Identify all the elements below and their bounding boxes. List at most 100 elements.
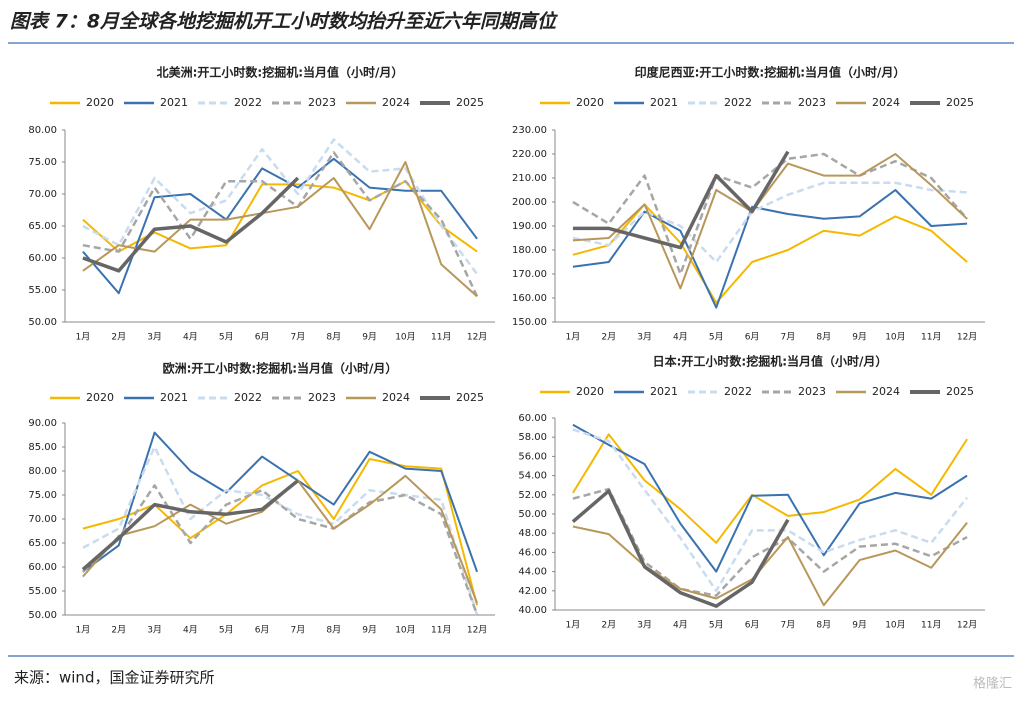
chart-title: 印度尼西亚:开工小时数:挖掘机:当月值（小时/月）	[635, 65, 906, 80]
y-tick-label: 75.00	[28, 490, 57, 501]
x-tick-label: 10月	[885, 332, 905, 343]
x-tick-label: 6月	[255, 332, 270, 343]
legend-label: 2025	[946, 385, 974, 398]
series-line	[572, 189, 968, 309]
x-tick-label: 10月	[885, 620, 905, 631]
legend-label: 2022	[724, 385, 752, 398]
x-tick-label: 1月	[76, 625, 91, 636]
x-tick-label: 4月	[673, 332, 688, 343]
x-tick-label: 5月	[709, 620, 724, 631]
legend-label: 2025	[456, 391, 484, 404]
x-tick-label: 3月	[637, 332, 652, 343]
y-tick-label: 50.00	[28, 317, 57, 328]
x-tick-label: 8月	[816, 620, 831, 631]
y-tick-label: 190.00	[512, 221, 547, 232]
y-tick-label: 52.00	[518, 490, 547, 501]
y-tick-label: 70.00	[28, 189, 57, 200]
x-tick-label: 1月	[566, 620, 581, 631]
legend-label: 2023	[308, 96, 336, 109]
x-tick-label: 5月	[709, 332, 724, 343]
series-line	[572, 181, 968, 264]
chart-title: 日本:开工小时数:挖掘机:当月值（小时/月）	[653, 354, 888, 369]
x-tick-label: 7月	[291, 625, 306, 636]
y-tick-label: 60.00	[28, 253, 57, 264]
series-line	[82, 157, 478, 295]
x-tick-label: 4月	[673, 620, 688, 631]
y-tick-label: 65.00	[28, 221, 57, 232]
series-line	[81, 479, 300, 571]
y-tick-label: 46.00	[518, 547, 547, 558]
y-tick-label: 50.00	[28, 610, 57, 621]
x-tick-label: 11月	[921, 332, 941, 343]
series-line	[82, 151, 479, 297]
y-tick-label: 50.00	[518, 509, 547, 520]
y-tick-label: 170.00	[512, 269, 547, 280]
legend-label: 2024	[382, 391, 410, 404]
series-line	[572, 203, 968, 304]
chart-title: 北美洲:开工小时数:挖掘机:当月值（小时/月）	[157, 65, 404, 80]
x-tick-label: 3月	[147, 625, 162, 636]
x-tick-label: 9月	[362, 625, 377, 636]
x-tick-label: 9月	[852, 332, 867, 343]
y-tick-label: 42.00	[518, 586, 547, 597]
x-tick-label: 11月	[431, 332, 451, 343]
y-tick-label: 150.00	[512, 317, 547, 328]
y-tick-label: 56.00	[518, 451, 547, 462]
y-tick-label: 200.00	[512, 197, 547, 208]
x-tick-label: 3月	[147, 332, 162, 343]
x-tick-label: 10月	[395, 625, 415, 636]
watermark: 格隆汇	[973, 676, 1012, 692]
x-tick-label: 11月	[431, 625, 451, 636]
x-tick-label: 12月	[467, 332, 487, 343]
legend-label: 2021	[650, 96, 678, 109]
x-tick-label: 11月	[921, 620, 941, 631]
legend-label: 2021	[650, 385, 678, 398]
y-tick-label: 55.00	[28, 586, 57, 597]
series-line	[82, 161, 478, 298]
chart-title: 欧洲:开工小时数:挖掘机:当月值（小时/月）	[163, 361, 398, 376]
y-tick-label: 75.00	[28, 157, 57, 168]
series-line	[571, 489, 790, 608]
x-tick-label: 2月	[601, 332, 616, 343]
x-tick-label: 2月	[111, 625, 126, 636]
x-tick-label: 12月	[467, 625, 487, 636]
y-tick-label: 160.00	[512, 293, 547, 304]
y-tick-label: 58.00	[518, 432, 547, 443]
x-tick-label: 9月	[362, 332, 377, 343]
x-tick-label: 10月	[395, 332, 415, 343]
x-tick-label: 8月	[326, 625, 341, 636]
x-tick-label: 2月	[111, 332, 126, 343]
y-tick-label: 44.00	[518, 567, 547, 578]
series-line	[572, 487, 968, 597]
x-tick-label: 7月	[781, 620, 796, 631]
series-line	[82, 484, 479, 616]
legend-label: 2023	[798, 96, 826, 109]
y-tick-label: 85.00	[28, 442, 57, 453]
x-tick-label: 3月	[637, 620, 652, 631]
legend-label: 2020	[576, 385, 604, 398]
y-tick-label: 90.00	[28, 418, 57, 429]
legend-label: 2025	[946, 96, 974, 109]
x-tick-label: 4月	[183, 332, 198, 343]
y-tick-label: 55.00	[28, 285, 57, 296]
legend-label: 2025	[456, 96, 484, 109]
y-tick-label: 54.00	[518, 471, 547, 482]
series-line	[572, 428, 969, 593]
legend-label: 2022	[234, 96, 262, 109]
legend-label: 2023	[308, 391, 336, 404]
x-tick-label: 1月	[76, 332, 91, 343]
y-tick-label: 60.00	[28, 562, 57, 573]
y-tick-label: 80.00	[28, 125, 57, 136]
y-tick-label: 210.00	[512, 173, 547, 184]
x-tick-label: 2月	[601, 620, 616, 631]
x-tick-label: 6月	[255, 625, 270, 636]
series-line	[572, 423, 968, 573]
x-tick-label: 5月	[219, 625, 234, 636]
series-line	[82, 445, 479, 616]
series-line	[572, 152, 969, 276]
legend-label: 2020	[86, 96, 114, 109]
x-tick-label: 9月	[852, 620, 867, 631]
legend-label: 2020	[86, 391, 114, 404]
series-line	[572, 150, 790, 250]
y-tick-label: 60.00	[518, 413, 547, 424]
